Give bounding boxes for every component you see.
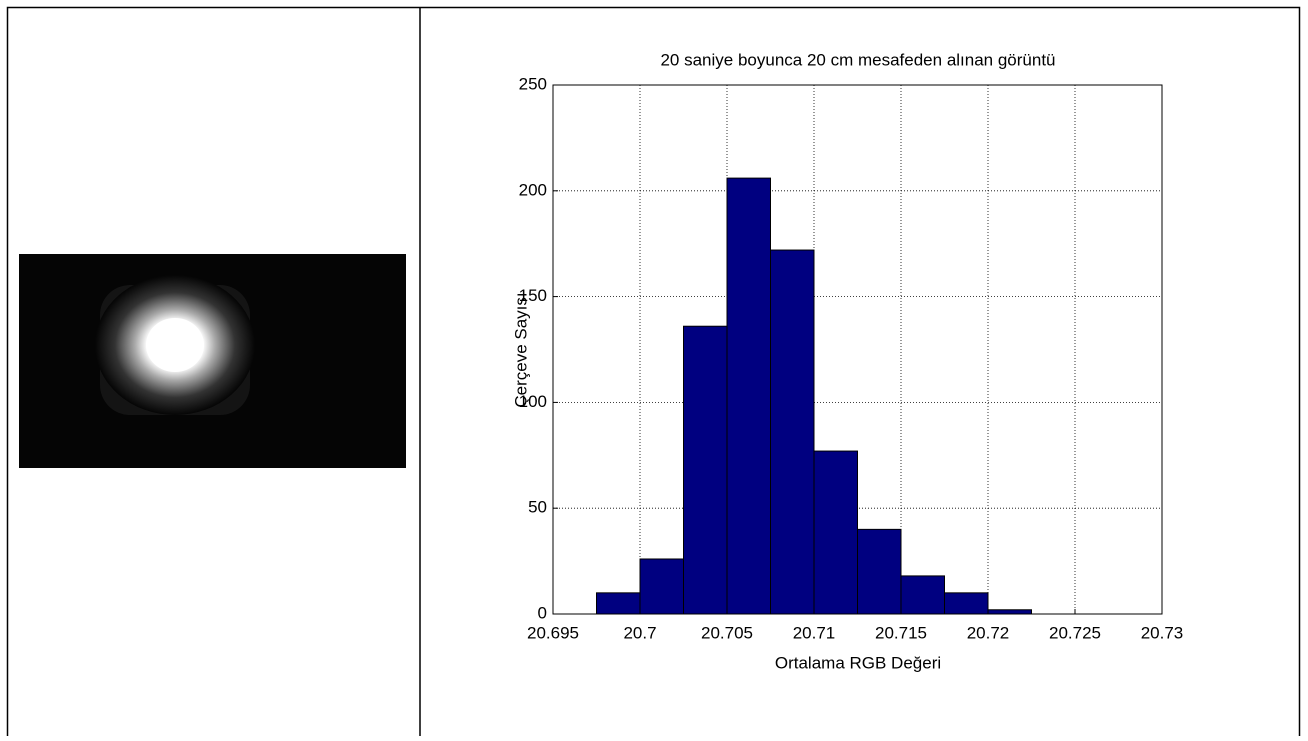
chart-title: 20 saniye boyunca 20 cm mesafeden alınan…	[660, 50, 1055, 69]
x-tick-label: 20.695	[527, 623, 579, 642]
bar	[944, 592, 989, 615]
bar	[596, 592, 641, 615]
bar	[770, 249, 815, 615]
y-tick-label: 150	[519, 286, 547, 305]
y-tick-label: 250	[519, 74, 547, 93]
x-tick-label: 20.71	[793, 623, 836, 642]
y-axis-label: Çerçeve Sayısı	[511, 292, 530, 407]
y-tick-label: 0	[538, 603, 547, 622]
chart: 20 saniye boyunca 20 cm mesafeden alınan…	[511, 50, 1183, 672]
bar	[900, 575, 945, 615]
bar	[987, 609, 1032, 615]
x-tick-label: 20.7	[623, 623, 656, 642]
x-tick-label: 20.715	[875, 623, 927, 642]
camera-image	[19, 254, 406, 468]
x-tick-label: 20.73	[1141, 623, 1184, 642]
bar	[813, 450, 858, 615]
y-tick-label: 200	[519, 180, 547, 199]
bar	[857, 528, 902, 615]
bar	[639, 558, 684, 615]
bar	[726, 177, 771, 615]
y-tick-label: 50	[528, 498, 547, 517]
x-axis-label: Ortalama RGB Değeri	[775, 653, 941, 672]
x-tick-label: 20.72	[967, 623, 1010, 642]
x-tick-label: 20.705	[701, 623, 753, 642]
bar	[683, 325, 728, 615]
x-tick-label: 20.725	[1049, 623, 1101, 642]
y-tick-label: 100	[519, 392, 547, 411]
table-border	[6, 6, 1301, 741]
plot-frame	[552, 84, 1163, 615]
